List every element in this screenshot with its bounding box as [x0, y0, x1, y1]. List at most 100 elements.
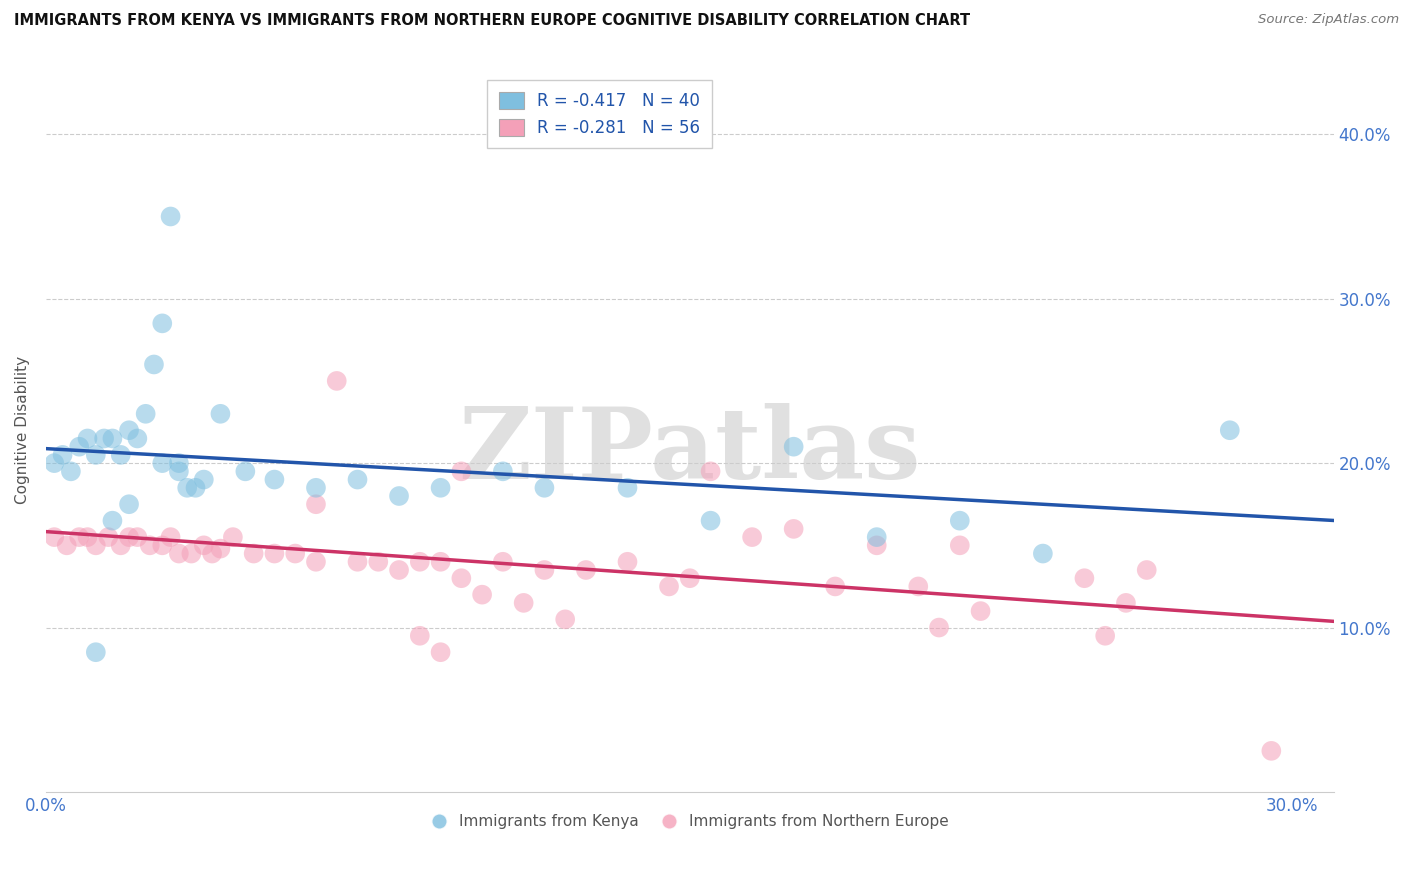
Point [76, 530, 98, 544]
Point [110, 538, 132, 552]
Y-axis label: Cognitive Disability: Cognitive Disability [15, 356, 30, 504]
Point [429, 645, 451, 659]
Point [150, 538, 173, 552]
Point [67, 440, 90, 454]
Point [471, 588, 494, 602]
Point [193, 538, 215, 552]
Point [201, 547, 224, 561]
Point [55, 538, 77, 552]
Point [101, 432, 124, 446]
Point [193, 473, 215, 487]
Point [346, 555, 368, 569]
Point [928, 621, 950, 635]
Point [699, 464, 721, 478]
Point [1219, 423, 1241, 437]
Point [222, 530, 245, 544]
Point [76, 432, 98, 446]
Point [388, 563, 411, 577]
Point [1073, 571, 1095, 585]
Point [305, 555, 328, 569]
Point [388, 489, 411, 503]
Point [118, 497, 141, 511]
Point [533, 481, 555, 495]
Point [52, 448, 75, 462]
Point [180, 547, 202, 561]
Point [67, 530, 90, 544]
Point [824, 579, 846, 593]
Point [512, 596, 534, 610]
Point [176, 481, 198, 495]
Point [135, 407, 157, 421]
Point [235, 464, 257, 478]
Point [492, 555, 515, 569]
Text: Source: ZipAtlas.com: Source: ZipAtlas.com [1258, 13, 1399, 27]
Point [44, 456, 66, 470]
Point [699, 514, 721, 528]
Point [59, 464, 82, 478]
Point [242, 547, 264, 561]
Point [305, 497, 328, 511]
Point [1136, 563, 1159, 577]
Point [949, 514, 972, 528]
Point [150, 317, 173, 331]
Point [159, 210, 181, 224]
Point [409, 629, 432, 643]
Text: ZIPatlas: ZIPatlas [458, 403, 921, 500]
Point [367, 555, 389, 569]
Point [84, 448, 107, 462]
Point [1115, 596, 1137, 610]
Point [782, 522, 804, 536]
Point [209, 407, 232, 421]
Point [969, 604, 991, 618]
Point [492, 464, 515, 478]
Point [118, 423, 141, 437]
Point [554, 612, 576, 626]
Point [167, 456, 190, 470]
Point [110, 448, 132, 462]
Point [150, 456, 173, 470]
Point [143, 358, 166, 372]
Point [209, 541, 232, 556]
Point [167, 547, 190, 561]
Point [429, 555, 451, 569]
Point [325, 374, 347, 388]
Point [184, 481, 207, 495]
Point [167, 464, 190, 478]
Point [263, 547, 285, 561]
Point [127, 432, 149, 446]
Point [450, 571, 472, 585]
Point [616, 481, 638, 495]
Point [741, 530, 763, 544]
Point [84, 538, 107, 552]
Point [44, 530, 66, 544]
Point [1094, 629, 1116, 643]
Point [84, 645, 107, 659]
Point [1032, 547, 1054, 561]
Point [409, 555, 432, 569]
Point [284, 547, 307, 561]
Point [658, 579, 681, 593]
Point [949, 538, 972, 552]
Point [866, 530, 889, 544]
Point [616, 555, 638, 569]
Point [305, 481, 328, 495]
Point [101, 514, 124, 528]
Point [263, 473, 285, 487]
Point [533, 563, 555, 577]
Point [97, 530, 120, 544]
Point [866, 538, 889, 552]
Point [159, 530, 181, 544]
Point [907, 579, 929, 593]
Legend: Immigrants from Kenya, Immigrants from Northern Europe: Immigrants from Kenya, Immigrants from N… [425, 808, 955, 835]
Point [127, 530, 149, 544]
Point [118, 530, 141, 544]
Point [679, 571, 702, 585]
Point [450, 464, 472, 478]
Point [139, 538, 162, 552]
Text: IMMIGRANTS FROM KENYA VS IMMIGRANTS FROM NORTHERN EUROPE COGNITIVE DISABILITY CO: IMMIGRANTS FROM KENYA VS IMMIGRANTS FROM… [14, 13, 970, 29]
Point [782, 440, 804, 454]
Point [93, 432, 115, 446]
Point [1260, 744, 1282, 758]
Point [429, 481, 451, 495]
Point [575, 563, 598, 577]
